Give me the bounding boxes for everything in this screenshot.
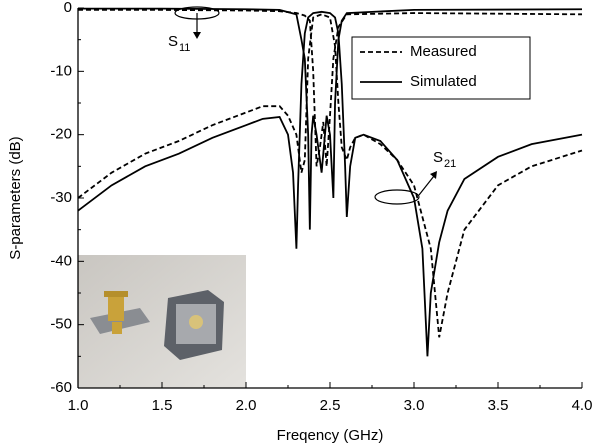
inset-photo [78,255,246,388]
y-tick-label: 0 [64,0,72,16]
s21-arrowhead [430,171,437,179]
curve [77,10,583,357]
s11-arrowhead [193,32,201,39]
legend [351,36,531,100]
curve [78,9,583,167]
legend-label: Simulated [410,73,477,90]
curve [78,7,583,230]
y-tick-label: -10 [50,62,72,79]
x-tick-label: 3.0 [404,397,425,414]
s21-arrow [418,175,435,196]
curve [77,13,583,338]
x-tick-label: 1.5 [152,397,173,414]
x-tick-label: 3.5 [488,397,509,414]
annotation: S [168,33,178,50]
annotation-subscript: 11 [179,42,190,54]
annotation: S [433,149,443,166]
y-axis-label: S-parameters (dB) [7,136,24,259]
y-tick-label: -30 [50,189,72,206]
y-tick-label: -60 [50,379,72,396]
x-tick-label: 4.0 [572,397,593,414]
x-tick-label: 1.0 [68,397,89,414]
x-tick-label: 2.0 [236,397,257,414]
y-tick-label: -40 [50,252,72,269]
annotation-subscript: 21 [444,158,456,170]
y-tick-label: -20 [50,126,72,143]
x-axis-label: Freqency (GHz) [277,427,384,444]
y-tick-label: -50 [50,316,72,333]
s21-marker [374,189,420,205]
legend-label: Measured [410,43,477,60]
x-tick-label: 2.5 [320,397,341,414]
